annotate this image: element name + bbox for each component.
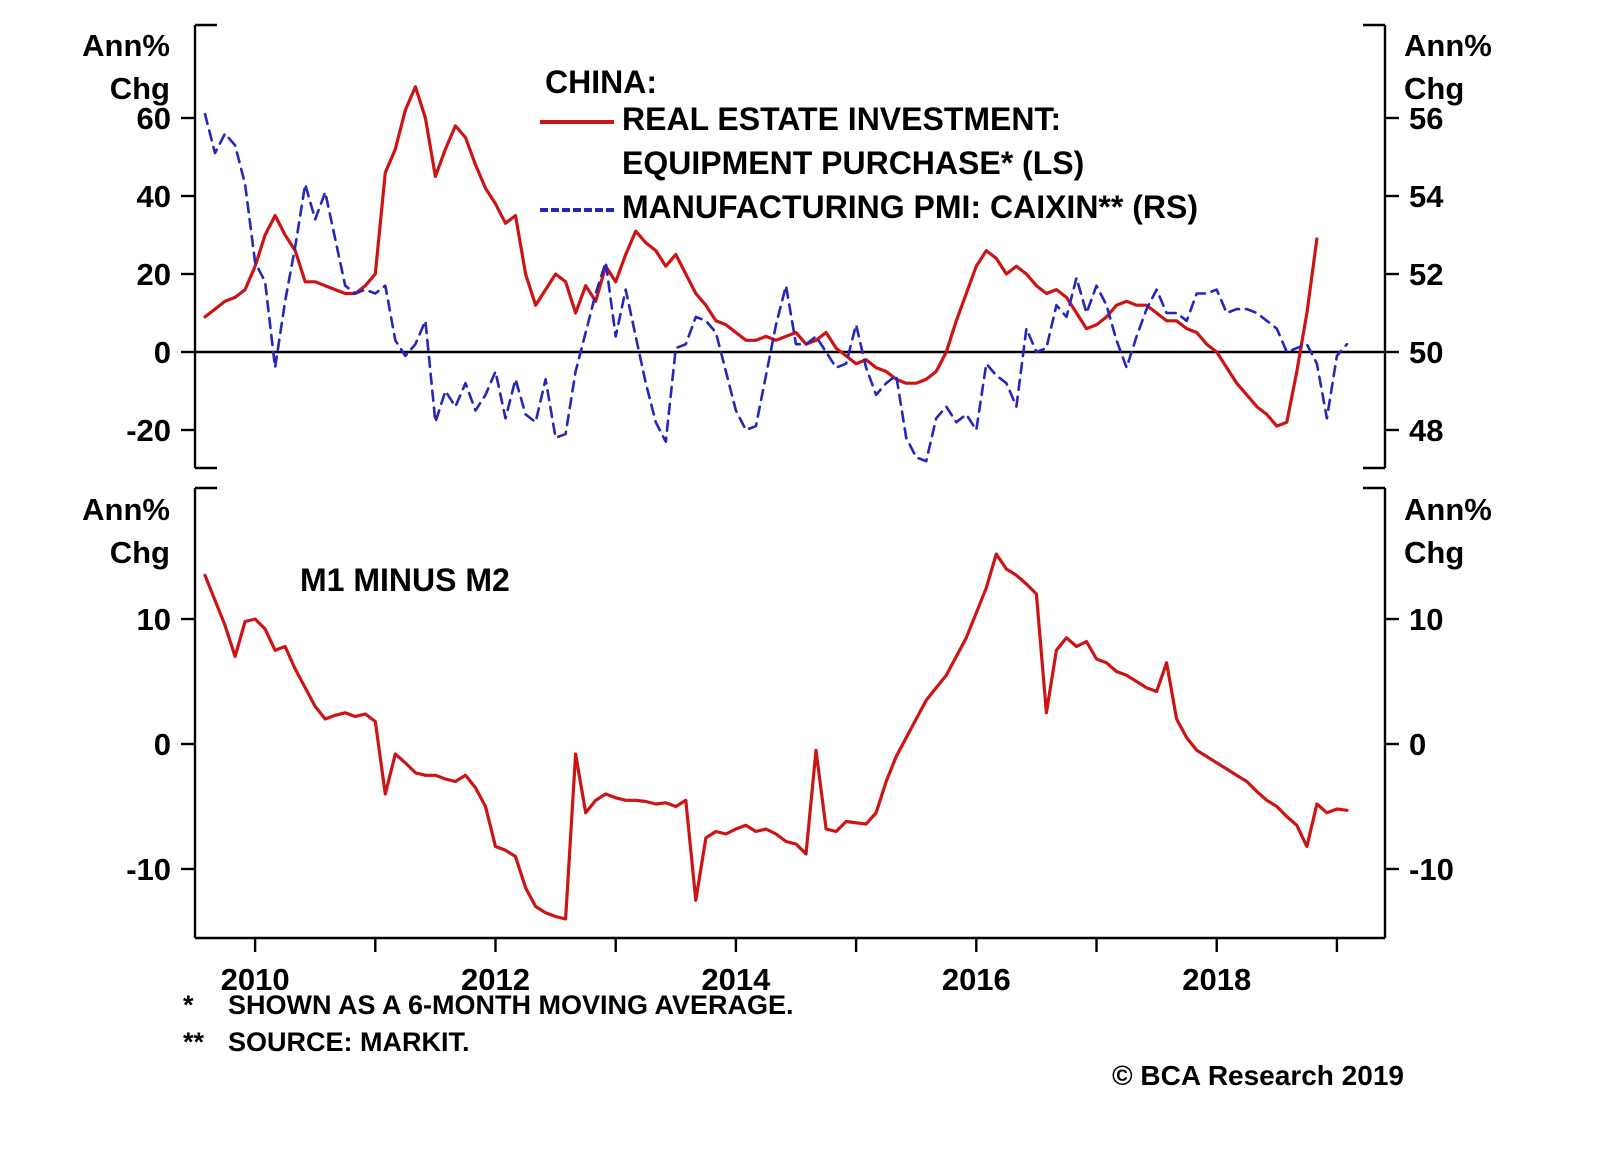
left-axis-tick-label: 60 [137, 101, 171, 136]
x-axis-year-label: 2016 [942, 962, 1011, 997]
left-axis-tick-label: -10 [126, 852, 171, 887]
left-axis-tick-label: 0 [154, 335, 171, 370]
left-axis-tick-label: 20 [137, 257, 171, 292]
axis-unit-line1: Ann% [1404, 28, 1492, 63]
right-axis-tick-label: 50 [1409, 335, 1443, 370]
footnote-1-text: SHOWN AS A 6-MONTH MOVING AVERAGE. [228, 990, 794, 1020]
legend-series1-line2: EQUIPMENT PURCHASE* (LS) [622, 145, 1085, 181]
x-axis-year-label: 2010 [221, 962, 290, 997]
x-axis-year-label: 2012 [461, 962, 530, 997]
copyright-notice: © BCA Research 2019 [1112, 1060, 1404, 1091]
axis-unit-line2: Chg [1404, 535, 1465, 570]
axis-unit-line1: Ann% [82, 492, 170, 527]
axis-unit-line1: Ann% [1404, 492, 1492, 527]
axis-unit-line1: Ann% [82, 28, 170, 63]
legend-line-red [540, 120, 614, 124]
axis-unit-line2: Chg [1404, 71, 1465, 106]
bottom-panel-title: M1 MINUS M2 [300, 562, 510, 598]
left-axis-tick-label: -20 [126, 413, 171, 448]
right-axis-tick-label: 54 [1409, 179, 1444, 214]
series-line-red [203, 85, 1319, 428]
right-axis-tick-label: 52 [1409, 257, 1443, 292]
left-axis-tick-label: 40 [137, 179, 171, 214]
legend-title: CHINA: [545, 64, 657, 100]
left-axis-unit-bottom-panel: Ann% Chg [50, 488, 170, 574]
right-axis-tick-label: 56 [1409, 101, 1443, 136]
left-axis-tick-label: 0 [154, 727, 171, 762]
left-axis-tick-label: 10 [137, 602, 171, 637]
right-axis-tick-label: 0 [1409, 727, 1426, 762]
legend-series2-label: MANUFACTURING PMI: CAIXIN** (RS) [622, 189, 1198, 225]
left-axis-unit-top-panel: Ann% Chg [50, 24, 170, 110]
x-axis-year-label: 2018 [1182, 962, 1251, 997]
series-line-blue [203, 112, 1349, 463]
footnote-2-marker: ** [183, 1027, 205, 1057]
legend-line-blue [540, 208, 614, 212]
footnote-2-text: SOURCE: MARKIT. [228, 1027, 470, 1057]
legend-series1-line1: REAL ESTATE INVESTMENT: [622, 101, 1062, 137]
x-axis-year-label: 2014 [701, 962, 771, 997]
series-line-red [203, 552, 1349, 921]
right-axis-unit-bottom-panel: Ann% Chg [1404, 488, 1544, 574]
axis-unit-line2: Chg [109, 71, 170, 106]
right-axis-tick-label: 48 [1409, 413, 1443, 448]
right-axis-tick-label: -10 [1409, 852, 1454, 887]
axis-unit-line2: Chg [109, 535, 170, 570]
right-axis-tick-label: 10 [1409, 602, 1443, 637]
footnote-1-marker: * [183, 990, 194, 1020]
right-axis-unit-top-panel: Ann% Chg [1404, 24, 1544, 110]
